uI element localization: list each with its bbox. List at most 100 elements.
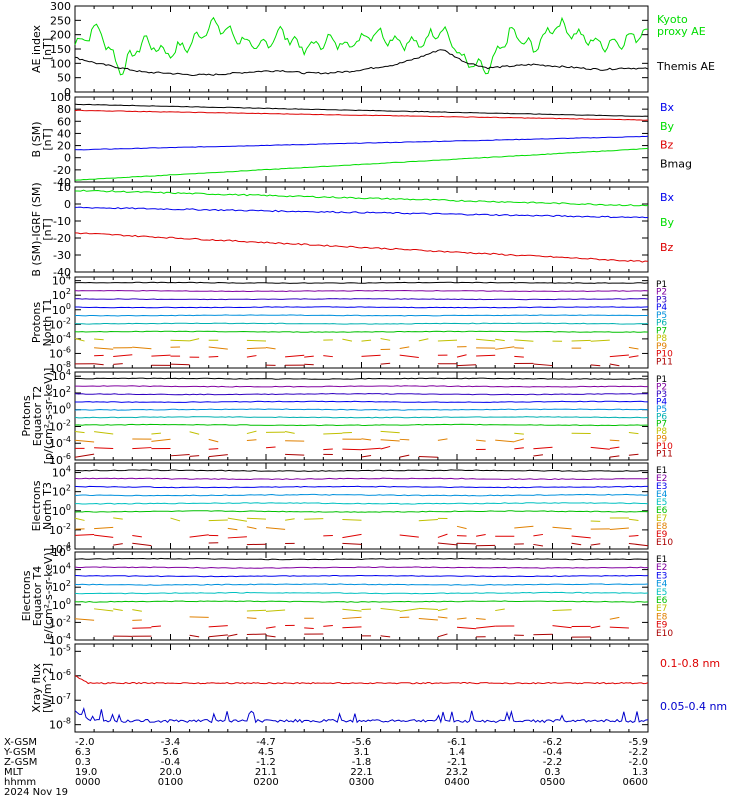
y-tick-label: 300 bbox=[50, 0, 71, 13]
series-segment bbox=[285, 453, 305, 456]
footer-value: -0.4 bbox=[543, 747, 563, 758]
footer-value: -1.8 bbox=[352, 757, 372, 768]
series-segment bbox=[437, 533, 448, 538]
y-tick-exponent: -7 bbox=[63, 692, 71, 701]
series-segment bbox=[285, 431, 295, 434]
y-axis-label-line: North T3 bbox=[41, 482, 54, 530]
series-segment bbox=[323, 355, 333, 358]
panels-layer: AE index[nT]300250200150100500Kyotoproxy… bbox=[20, 0, 727, 733]
series-segment bbox=[418, 518, 438, 522]
series-line-bx bbox=[74, 206, 649, 219]
footer-value: 22.1 bbox=[350, 767, 372, 778]
y-tick-label: 10-6 bbox=[49, 452, 71, 467]
series-segment bbox=[342, 608, 362, 612]
series-segment bbox=[246, 430, 257, 435]
series-line-themis bbox=[74, 49, 649, 77]
y-tick-exponent: 4 bbox=[66, 562, 71, 571]
series-segment bbox=[265, 446, 276, 449]
y-axis-label: ProtonsEquator T2[p/(cm²-s-sr-keV)] bbox=[20, 368, 55, 465]
series-segment bbox=[74, 618, 95, 621]
series-segment bbox=[456, 626, 477, 630]
series-line-bz bbox=[74, 109, 649, 121]
series-segment bbox=[380, 430, 400, 434]
series-segment bbox=[246, 439, 257, 442]
panel-xray: Xray flux[W/m^2]10-510-610-710-80.1-0.8 … bbox=[30, 643, 727, 733]
legend-e7: E7 bbox=[656, 514, 667, 524]
y-tick-label: 10-6 bbox=[49, 668, 71, 683]
series-line bbox=[74, 469, 649, 472]
y-tick-base: 10 bbox=[52, 404, 66, 417]
footer-value: 0.3 bbox=[545, 767, 561, 778]
series-segment bbox=[208, 519, 228, 522]
y-tick-exponent: 6 bbox=[66, 544, 71, 553]
y-tick-label: -10 bbox=[53, 215, 71, 228]
y-axis-label-line: [p/(cm²-s-sr-keV)] bbox=[42, 368, 55, 465]
series-segment bbox=[628, 518, 639, 521]
series-segment bbox=[495, 346, 515, 350]
footer-value: -2.1 bbox=[447, 757, 467, 768]
series-segment bbox=[208, 448, 219, 450]
legend-p4: P4 bbox=[656, 397, 667, 407]
y-tick-exponent: 2 bbox=[66, 385, 71, 394]
series-segment bbox=[590, 446, 610, 450]
legend-p6: P6 bbox=[656, 412, 667, 422]
series-segment bbox=[590, 364, 601, 367]
series-line-bz bbox=[74, 232, 649, 263]
footer-value: -4.7 bbox=[256, 737, 276, 748]
footer-value: 0400 bbox=[444, 777, 469, 788]
y-tick-exponent: 0 bbox=[66, 597, 71, 606]
y-tick-label: -40 bbox=[53, 176, 71, 189]
series-segment bbox=[170, 339, 190, 342]
legend-p5: P5 bbox=[656, 405, 667, 415]
series-segment bbox=[399, 354, 419, 359]
footer-value: 0600 bbox=[623, 777, 648, 788]
y-tick-base: 10 bbox=[49, 645, 63, 658]
panel-p1: ProtonsNorth T110410210010-210-410-610-8… bbox=[30, 273, 673, 375]
y-axis-label-line: Equator T2 bbox=[31, 386, 44, 446]
series-segment bbox=[399, 346, 410, 349]
series-line bbox=[74, 583, 649, 586]
legend-p11: P11 bbox=[656, 357, 673, 367]
legend-e10: E10 bbox=[656, 629, 673, 639]
series-segment bbox=[418, 617, 438, 621]
y-tick-label: 60 bbox=[57, 115, 71, 128]
y-tick-label: 10-5 bbox=[49, 643, 71, 658]
legend-e9: E9 bbox=[656, 530, 668, 540]
legend-e10: E10 bbox=[656, 538, 673, 548]
series-segment bbox=[361, 447, 381, 451]
footer-value: 0200 bbox=[253, 777, 278, 788]
series-segment bbox=[514, 525, 534, 529]
series-segment bbox=[132, 534, 142, 538]
series-line bbox=[74, 477, 649, 481]
series-segment bbox=[590, 625, 601, 629]
series-segment bbox=[514, 347, 524, 349]
y-tick-label: 10-8 bbox=[49, 360, 71, 375]
series-line bbox=[74, 493, 649, 497]
footer-row-label: MLT bbox=[4, 767, 24, 778]
y-tick-label: 10 bbox=[57, 181, 71, 194]
y-tick-label: 100 bbox=[52, 302, 71, 317]
y-tick-label: 10-8 bbox=[49, 717, 71, 732]
series-line bbox=[74, 322, 649, 325]
legend-p8: P8 bbox=[656, 427, 667, 437]
series-segment bbox=[151, 625, 161, 628]
series-segment bbox=[361, 354, 381, 357]
y-tick-base: 10 bbox=[49, 318, 63, 331]
series-segment bbox=[456, 354, 467, 358]
series-segment bbox=[514, 432, 524, 435]
series-line bbox=[74, 298, 649, 301]
series-segment bbox=[609, 363, 620, 367]
y-tick-label: 10-6 bbox=[49, 345, 71, 360]
series-segment bbox=[418, 338, 429, 342]
y-axis-label-line: [nT] bbox=[41, 128, 54, 150]
footer-row-label: hhmm bbox=[4, 777, 36, 788]
footer-value: -6.2 bbox=[543, 737, 563, 748]
series-segment bbox=[132, 627, 152, 629]
footer-row-label: Y-GSM bbox=[3, 747, 36, 758]
y-axis-label-line: Equator T4 bbox=[31, 566, 44, 626]
y-tick-label: 100 bbox=[52, 597, 71, 612]
footer-value: -2.2 bbox=[628, 747, 648, 758]
series-segment bbox=[189, 431, 200, 435]
series-line bbox=[74, 289, 649, 293]
